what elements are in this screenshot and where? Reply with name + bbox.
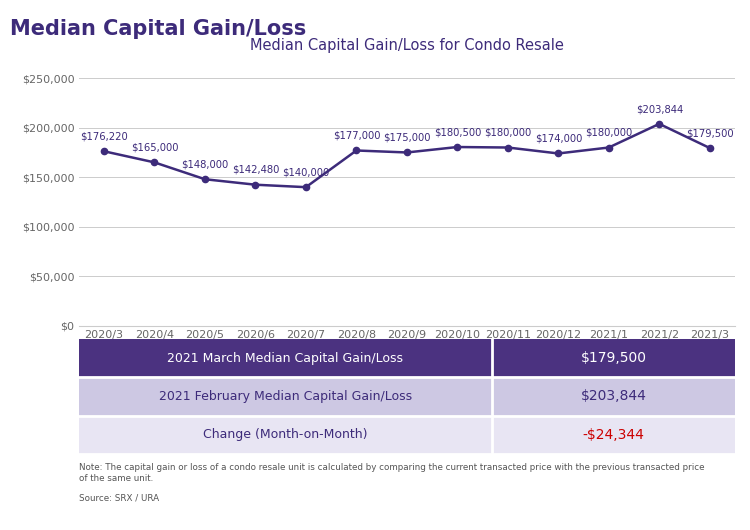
- Text: $203,844: $203,844: [580, 390, 646, 403]
- Title: Median Capital Gain/Loss for Condo Resale: Median Capital Gain/Loss for Condo Resal…: [250, 38, 564, 53]
- Text: $180,000: $180,000: [484, 128, 532, 138]
- Text: $179,500: $179,500: [580, 351, 646, 365]
- Text: $203,844: $203,844: [636, 104, 683, 114]
- Text: $175,000: $175,000: [383, 132, 430, 143]
- Text: 2021 February Median Capital Gain/Loss: 2021 February Median Capital Gain/Loss: [159, 390, 412, 403]
- Text: $165,000: $165,000: [130, 143, 178, 153]
- Text: Median Capital Gain/Loss: Median Capital Gain/Loss: [10, 19, 306, 39]
- Text: -$24,344: -$24,344: [583, 428, 644, 441]
- Text: $179,500: $179,500: [686, 128, 734, 138]
- Text: $174,000: $174,000: [535, 134, 582, 144]
- Text: $140,000: $140,000: [282, 167, 329, 178]
- Text: $180,500: $180,500: [433, 127, 481, 137]
- Text: $142,480: $142,480: [232, 165, 279, 175]
- Text: $177,000: $177,000: [333, 131, 380, 141]
- Text: Note: The capital gain or loss of a condo resale unit is calculated by comparing: Note: The capital gain or loss of a cond…: [79, 463, 704, 483]
- Text: $148,000: $148,000: [182, 160, 229, 170]
- Text: $180,000: $180,000: [585, 128, 632, 138]
- Text: $176,220: $176,220: [80, 131, 128, 142]
- Text: Change (Month-on-Month): Change (Month-on-Month): [203, 428, 368, 441]
- Text: Source: SRX / URA: Source: SRX / URA: [79, 494, 159, 503]
- Text: 2021 March Median Capital Gain/Loss: 2021 March Median Capital Gain/Loss: [167, 352, 404, 365]
